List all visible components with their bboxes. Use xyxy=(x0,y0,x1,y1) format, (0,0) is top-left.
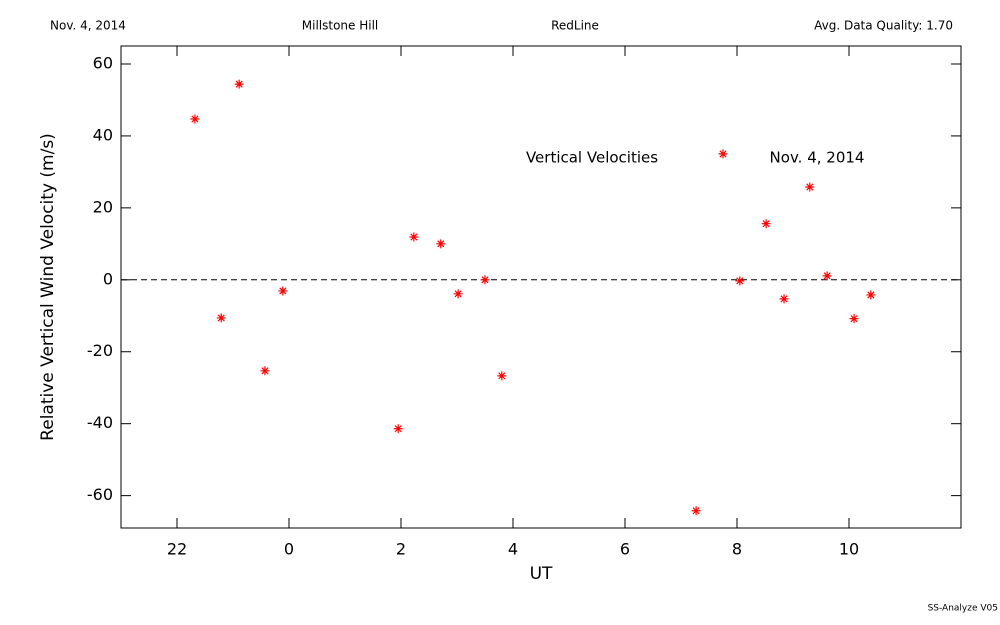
data-point xyxy=(849,314,859,324)
data-point xyxy=(735,276,745,286)
x-tick-label: 8 xyxy=(732,540,742,559)
y-tick-label: -40 xyxy=(87,413,113,432)
y-tick-label: 60 xyxy=(93,53,113,72)
y-tick-label: 0 xyxy=(103,269,113,288)
x-tick-label: 10 xyxy=(839,540,859,559)
x-tick-label: 22 xyxy=(167,540,187,559)
data-point xyxy=(436,239,446,249)
data-point xyxy=(497,371,507,381)
plot-frame xyxy=(120,45,962,529)
data-point xyxy=(409,232,419,242)
data-point xyxy=(866,290,876,300)
data-point xyxy=(260,366,270,376)
data-point xyxy=(480,275,490,285)
y-tick-label: -60 xyxy=(87,485,113,504)
x-axis-label: UT xyxy=(530,564,553,584)
data-point xyxy=(216,313,226,323)
footer: SS-Analyze V05 xyxy=(928,604,998,614)
x-tick-label: 2 xyxy=(396,540,406,559)
annotation: Nov. 4, 2014 xyxy=(770,149,865,167)
y-tick-label: 20 xyxy=(93,197,113,216)
data-point xyxy=(779,294,789,304)
header-site: Millstone Hill xyxy=(302,19,378,33)
y-axis-label: Relative Vertical Wind Velocity (m/s) xyxy=(38,133,58,441)
x-tick-label: 6 xyxy=(620,540,630,559)
header-quality: Avg. Data Quality: 1.70 xyxy=(814,19,953,33)
header-date: Nov. 4, 2014 xyxy=(50,19,126,33)
y-tick-label: -20 xyxy=(87,341,113,360)
header-line: RedLine xyxy=(551,19,599,33)
data-point xyxy=(393,424,403,434)
data-point xyxy=(718,149,728,159)
annotation: Vertical Velocities xyxy=(526,149,658,167)
data-point xyxy=(234,79,244,89)
data-point xyxy=(761,219,771,229)
data-point xyxy=(190,114,200,124)
data-point xyxy=(691,506,701,516)
x-tick-label: 0 xyxy=(284,540,294,559)
data-point xyxy=(453,289,463,299)
x-tick-label: 4 xyxy=(508,540,518,559)
data-point xyxy=(278,286,288,296)
data-point xyxy=(822,271,832,281)
data-point xyxy=(805,182,815,192)
y-tick-label: 40 xyxy=(93,125,113,144)
